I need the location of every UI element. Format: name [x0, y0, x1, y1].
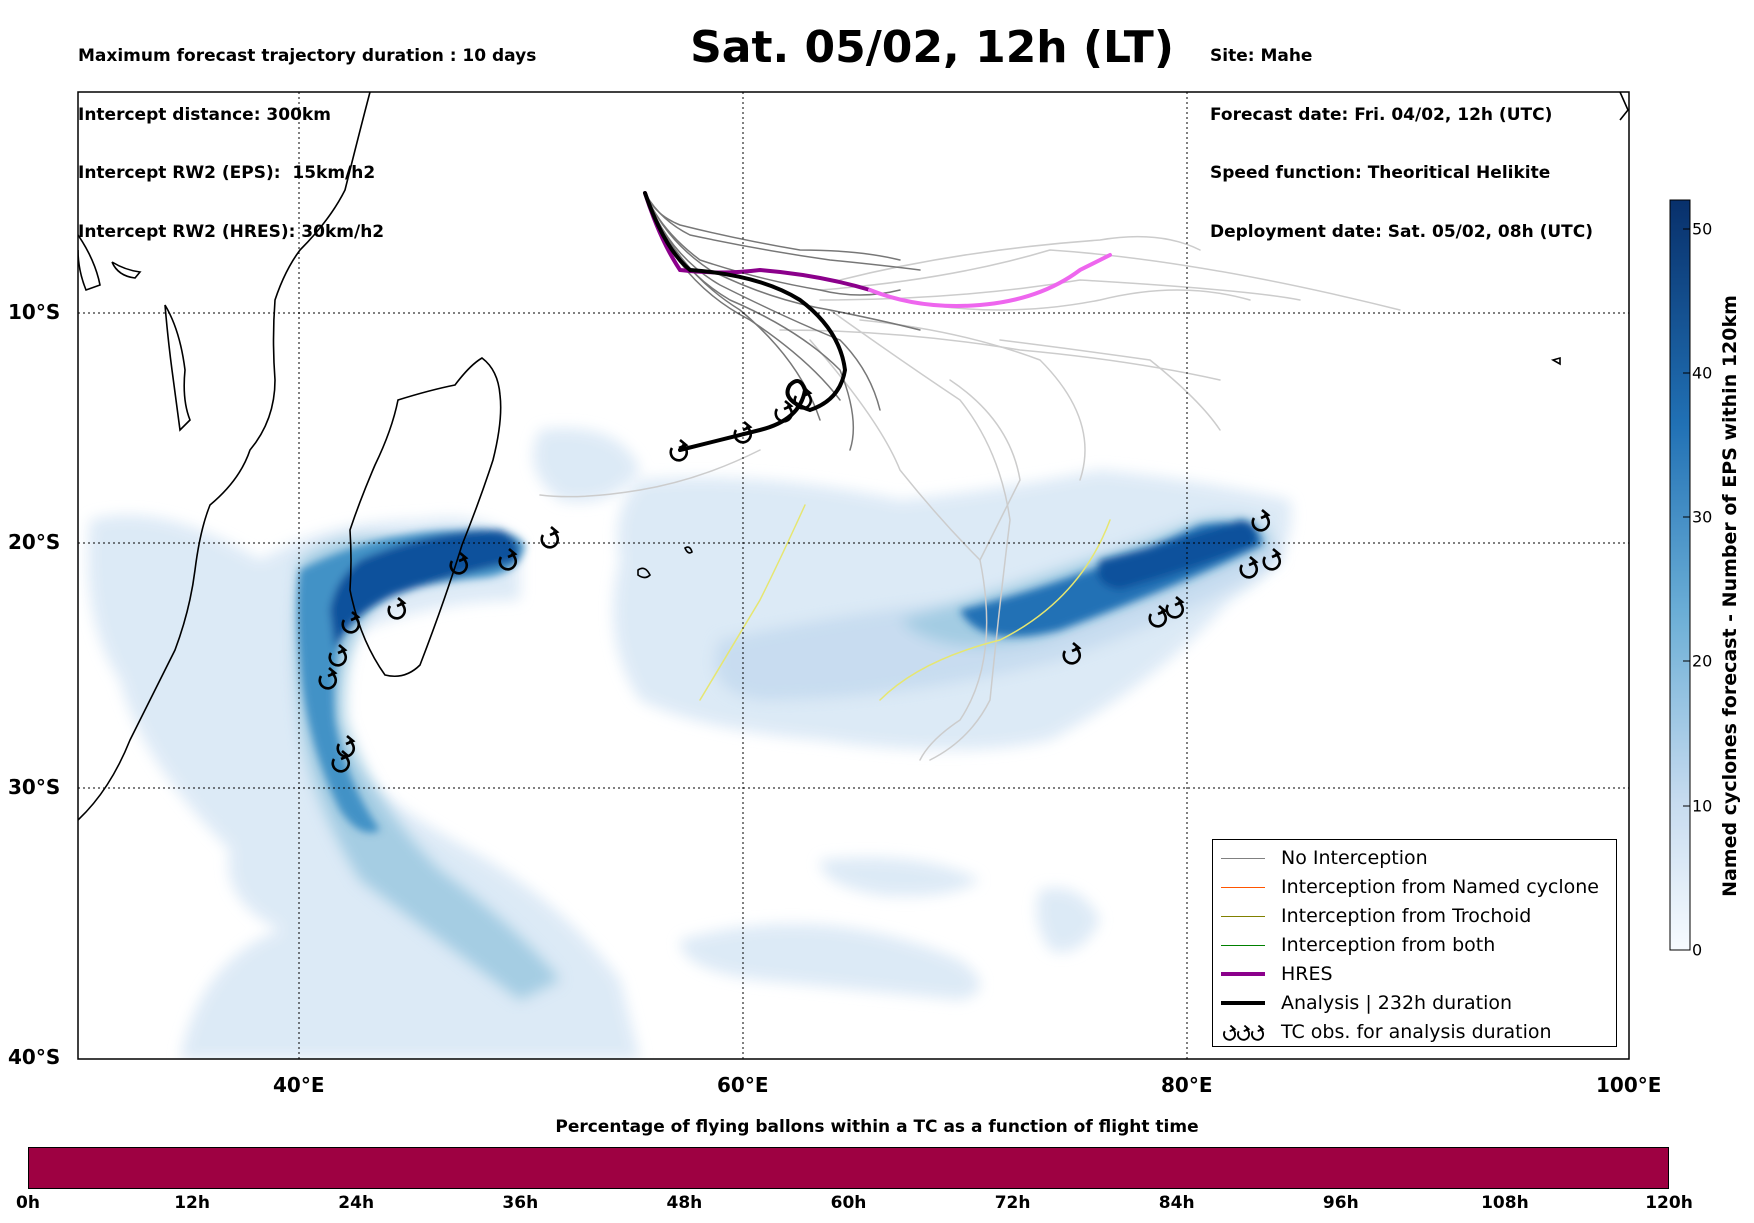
header-line: Intercept distance: 300km	[78, 104, 331, 125]
legend-item-both: Interception from both	[1221, 932, 1495, 958]
time-tick-label: 120h	[1645, 1193, 1693, 1213]
colorbar-tick-label: 20	[1692, 651, 1713, 671]
header-line: Deployment date: Sat. 05/02, 08h (UTC)	[1210, 221, 1594, 242]
colorbar-tick-label: 10	[1692, 796, 1713, 816]
header-left-info: Maximum forecast trajectory duration : 1…	[78, 8, 536, 262]
time-tick-label: 84h	[1158, 1193, 1195, 1213]
hres-track-extension	[868, 253, 1112, 308]
legend-item-named-cyclone: Interception from Named cyclone	[1221, 874, 1599, 900]
time-tick-label: 24h	[338, 1193, 375, 1213]
legend-label: Interception from Trochoid	[1281, 905, 1532, 927]
header-line: Maximum forecast trajectory duration : 1…	[78, 46, 537, 66]
time-tick-label: 12h	[174, 1193, 210, 1213]
trochoid-trajectories	[699, 504, 1111, 701]
cyclone-symbols-icon	[1223, 1024, 1265, 1041]
lat-label: 20°S	[8, 530, 61, 554]
eps-trajectories-late	[539, 235, 1401, 761]
lon-label: 40°E	[273, 1073, 325, 1097]
header-right-info: Site: Mahe Forecast date: Fri. 04/02, 12…	[1210, 8, 1593, 262]
time-tick-label: 60h	[830, 1193, 867, 1213]
legend-item-analysis: Analysis | 232h duration	[1221, 990, 1512, 1016]
lat-label: 40°S	[8, 1045, 61, 1069]
time-bar-title: Percentage of flying ballons within a TC…	[555, 1117, 1199, 1137]
header-line: Forecast date: Fri. 04/02, 12h (UTC)	[1210, 104, 1553, 125]
map-title: Sat. 05/02, 12h (LT)	[690, 22, 1174, 73]
colorbar-ticks	[1683, 228, 1690, 951]
lat-label: 30°S	[8, 775, 61, 799]
trajectories	[539, 191, 1401, 761]
legend-swatch	[1221, 944, 1265, 946]
legend-swatch	[1221, 886, 1265, 888]
header-line: Speed function: Theoritical Helikite	[1210, 163, 1551, 183]
colorbar-tick-label: 30	[1692, 507, 1713, 527]
colorbar-tick-label: 40	[1692, 363, 1713, 383]
time-tick-label: 0h	[16, 1193, 40, 1213]
colorbar	[1669, 199, 1691, 951]
time-tick-label: 72h	[994, 1193, 1031, 1213]
time-tick-label: 48h	[666, 1193, 703, 1213]
lon-label: 60°E	[717, 1073, 769, 1097]
legend-item-tc-obs: TC obs. for analysis duration	[1221, 1019, 1552, 1045]
legend-swatch	[1221, 1001, 1265, 1005]
legend-label: TC obs. for analysis duration	[1281, 1021, 1552, 1043]
header-line: Site: Mahe	[1210, 46, 1313, 66]
analysis-track	[643, 191, 848, 452]
legend-item-trochoid: Interception from Trochoid	[1221, 903, 1531, 929]
time-bar	[28, 1147, 1669, 1189]
header-line: Intercept RW2 (EPS): 15km/h2	[78, 163, 376, 183]
colorbar-tick-label: 0	[1692, 940, 1703, 960]
map-frame	[77, 91, 1630, 1060]
legend-item-no-interception: No Interception	[1221, 845, 1428, 871]
graticule	[78, 92, 1629, 1059]
legend-swatch	[1221, 972, 1265, 976]
lat-label: 10°S	[8, 300, 61, 324]
legend-swatch	[1221, 915, 1265, 917]
map-legend: No Interception Interception from Named …	[1212, 839, 1617, 1047]
cyclone-density-shading	[88, 428, 1292, 1059]
legend-label: No Interception	[1281, 847, 1428, 869]
map-plot-area	[78, 92, 1629, 1059]
legend-label: Analysis | 232h duration	[1281, 992, 1513, 1014]
legend-label: HRES	[1281, 963, 1333, 985]
header-line: Intercept RW2 (HRES): 30km/h2	[78, 221, 385, 242]
lon-label: 80°E	[1161, 1073, 1213, 1097]
legend-swatch	[1221, 857, 1265, 859]
time-tick-label: 96h	[1322, 1193, 1359, 1213]
coastlines	[78, 92, 1629, 821]
time-tick-label: 108h	[1481, 1193, 1529, 1213]
lon-label: 100°E	[1596, 1073, 1662, 1097]
legend-label: Interception from both	[1281, 934, 1496, 956]
colorbar-tick-label: 50	[1692, 219, 1713, 239]
colorbar-title: Named cyclones forecast - Number of EPS …	[1719, 295, 1741, 897]
legend-item-hres: HRES	[1221, 961, 1333, 987]
legend-label: Interception from Named cyclone	[1281, 876, 1599, 898]
time-tick-label: 36h	[502, 1193, 539, 1213]
